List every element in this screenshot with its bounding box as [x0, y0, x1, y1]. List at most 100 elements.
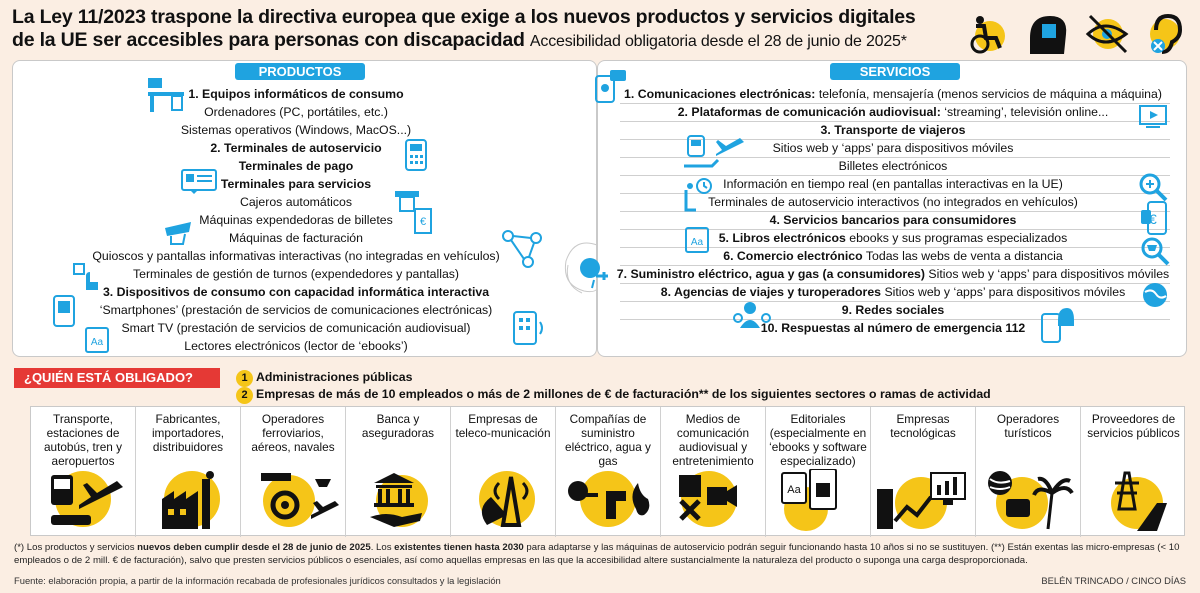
service-line: Terminales de autoservicio interactivos …: [708, 195, 1078, 209]
bus-plane-icon: [51, 471, 123, 527]
subtitle: Accesibilidad obligatoria desde el 28 de…: [529, 33, 907, 50]
public-services-icon: [1111, 471, 1167, 531]
service-separator: [620, 247, 1170, 248]
sector-telecom: Empresas de teleco-municación: [451, 407, 556, 537]
service-line: Sitios web y ‘apps’ para dispositivos mó…: [772, 141, 1014, 155]
factory-icon: [162, 471, 220, 529]
sector-editoriales: Editoriales (especialmente en ‘ebooks y …: [766, 407, 871, 537]
products-panel: [12, 60, 597, 357]
service-line: 10. Respuestas al número de emergencia 1…: [760, 321, 1026, 335]
ebook-icon: Aa: [781, 469, 837, 531]
product-line: 2. Terminales de autoservicio: [210, 141, 382, 155]
touch-network-icon: [502, 230, 542, 268]
service-separator: [620, 175, 1170, 176]
who-num-2: 2: [236, 387, 253, 404]
service-separator: [620, 193, 1170, 194]
atm-icon: [395, 191, 419, 212]
service-separator: [620, 211, 1170, 212]
service-separator: [620, 139, 1170, 140]
ereader-icon: Aa: [85, 327, 109, 353]
sector-label: Empresas de teleco-municación: [455, 412, 551, 440]
streaming-screen-icon: [1139, 105, 1167, 128]
header: La Ley 11/2023 traspone la directiva eur…: [12, 6, 952, 53]
service-line: 7. Suministro eléctrico, agua y gas (a c…: [616, 267, 1170, 281]
product-line: 3. Dispositivos de consumo con capacidad…: [102, 285, 490, 299]
credit: BELÉN TRINCADO / CINCO DÍAS: [1041, 575, 1186, 586]
service-separator: [620, 229, 1170, 230]
sector-tecnologicas: Empresas tecnológicas: [871, 407, 976, 537]
service-line: 1. Comunicaciones electrónicas: telefoní…: [624, 87, 1162, 101]
brain-puzzle-icon: [1030, 16, 1067, 54]
service-line: 4. Servicios bancarios para consumidores: [769, 213, 1017, 227]
sector-label: Proveedores de servicios públicos: [1087, 412, 1180, 440]
sector-banca: Banca y aseguradoras: [346, 407, 451, 537]
service-line: 6. Comercio electrónico Todas las webs d…: [723, 249, 1063, 263]
footnote: (*) Los productos y servicios nuevos deb…: [14, 542, 1180, 566]
product-line: Sistemas operativos (Windows, MacOS...): [180, 123, 412, 137]
ticket-machine-icon: €: [414, 208, 432, 234]
travel-globe-icon: [1143, 283, 1167, 307]
who-item-1: 1 Administraciones públicas: [236, 369, 413, 387]
sector-label: Fabricantes, importadores, distribuidore…: [151, 412, 225, 454]
title-line-2: de la UE ser accesibles para personas co…: [12, 29, 525, 51]
product-line: Terminales para servicios: [220, 177, 372, 191]
social-network-icon: [733, 302, 771, 328]
product-line: 1. Equipos informáticos de consumo: [188, 87, 404, 101]
hearing-impairment-icon: [1150, 13, 1183, 54]
service-separator: [620, 265, 1170, 266]
servicios-banner: SERVICIOS: [830, 63, 960, 80]
payment-terminal-icon: [405, 139, 427, 171]
title-line-1: La Ley 11/2023 traspone la directiva eur…: [12, 6, 916, 28]
product-line: Cajeros automáticos: [239, 195, 353, 209]
svg-text:Aa: Aa: [787, 484, 801, 496]
accessibility-icons: [970, 13, 1183, 54]
banking-app-icon: €: [1141, 201, 1167, 235]
service-separator: [620, 283, 1170, 284]
sector-label: Empresas tecnológicas: [890, 412, 956, 440]
train-gear-icon: [261, 473, 339, 527]
sector-label: Editoriales (especialmente en ‘ebooks y …: [769, 412, 867, 468]
ebook-service-icon: Aa: [685, 227, 709, 253]
sector-label: Medios de comunicación audiovisual y ent…: [672, 412, 754, 468]
wheelchair-icon: [970, 16, 1005, 54]
service-separator: [620, 319, 1170, 320]
sector-servicios-publicos: Proveedores de servicios públicos: [1081, 407, 1186, 537]
bus-plane-service-icon: [684, 135, 744, 168]
product-line: Lectores electrónicos (lector de ‘ebooks…: [184, 339, 408, 353]
sector-medios: Medios de comunicación audiovisual y ent…: [661, 407, 766, 537]
service-line: Billetes electrónicos: [838, 159, 948, 173]
utilities-plug-icon: [580, 258, 608, 289]
product-line: Terminales de pago: [238, 159, 354, 173]
who-text-1: Administraciones públicas: [256, 370, 413, 384]
who-banner: ¿QUIÉN ESTÁ OBLIGADO?: [14, 368, 220, 388]
emergency-phone-icon: [1041, 308, 1074, 343]
shopping-search-icon: [1141, 237, 1170, 266]
media-icon: [679, 471, 737, 527]
sector-label: Operadores turísticos: [996, 412, 1060, 440]
puzzle-connector: [564, 225, 598, 315]
product-line: Máquinas expendedoras de billetes: [199, 213, 393, 227]
antenna-icon: [479, 471, 535, 527]
product-line: Terminales de gestión de turnos (expende…: [132, 267, 460, 281]
service-separator: [620, 121, 1170, 122]
service-line: 8. Agencias de viajes y turoperadores Si…: [660, 285, 1126, 299]
productos-banner: PRODUCTOS: [235, 63, 365, 80]
service-line: 9. Redes sociales: [841, 303, 945, 317]
tourism-icon: [988, 471, 1074, 530]
product-line: ‘Smartphones’ (prestación de servicios d…: [99, 303, 493, 317]
hand-ticket-icon: [165, 222, 191, 245]
tablet-signal-icon: [513, 311, 543, 345]
sector-suministro: Compañías de suministro eléctrico, agua …: [556, 407, 661, 537]
sectors-table: Transporte, estaciones de autobús, tren …: [30, 406, 1186, 537]
who-num-1: 1: [236, 370, 253, 387]
computer-desk-icon: [148, 78, 184, 112]
service-line: 5. Libros electrónicos ebooks y sus prog…: [718, 231, 1068, 245]
product-line: Ordenadores (PC, portátiles, etc.): [204, 105, 388, 119]
tech-icon: [877, 472, 966, 529]
svg-text:€: €: [1149, 211, 1157, 227]
sector-turisticos: Operadores turísticos: [976, 407, 1081, 537]
sector-label: Banca y aseguradoras: [361, 412, 435, 440]
product-line: Máquinas de facturación: [229, 231, 363, 245]
messaging-phone-icon: [595, 70, 626, 103]
service-line: 2. Plataformas de comunicación audiovisu…: [677, 105, 1109, 119]
